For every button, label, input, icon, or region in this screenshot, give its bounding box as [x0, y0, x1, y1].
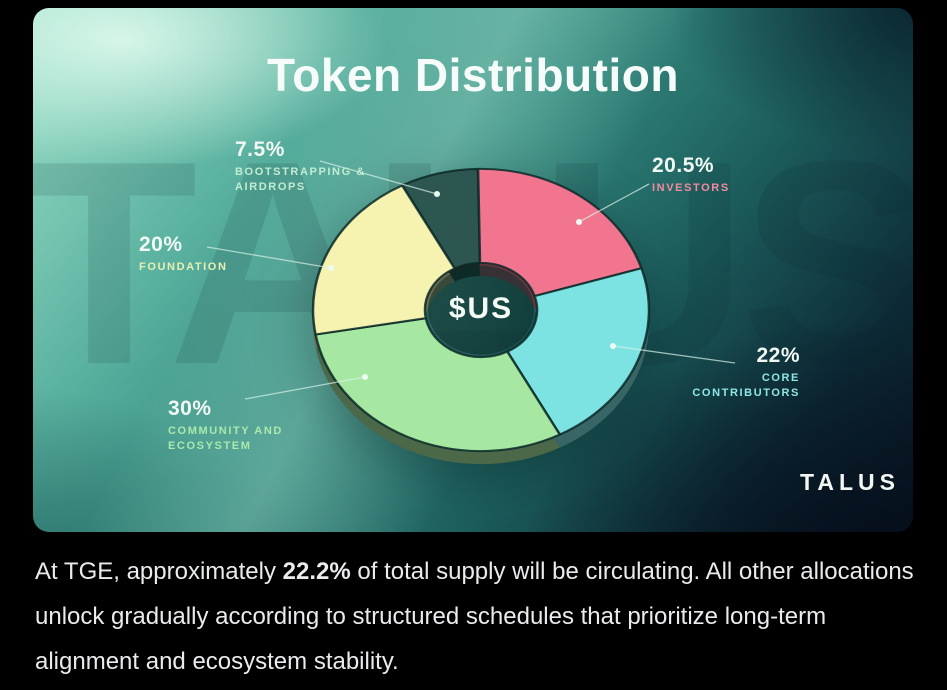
- slice-label-foundation: 20% FOUNDATION: [139, 233, 228, 275]
- caption-text-pre: At TGE, approximately: [35, 558, 283, 585]
- slice-value: 22%: [756, 344, 800, 367]
- caption-bold-percent: 22.2%: [282, 558, 351, 585]
- token-ticker: $US: [448, 292, 514, 325]
- caption-text-post: of total supply will be circulating. All…: [35, 558, 914, 675]
- caption: At TGE, approximately 22.2% of total sup…: [35, 549, 919, 684]
- slice-value: 7.5%: [235, 138, 285, 161]
- post-image[interactable]: TALUS Token Distribution $US 7.5% BOOT: [33, 8, 913, 532]
- slice-label-community: 30% COMMUNITY AND ECOSYSTEM: [168, 397, 303, 454]
- slice-value: 30%: [168, 397, 212, 420]
- slice-name: COMMUNITY AND ECOSYSTEM: [168, 425, 283, 452]
- slice-label-investors: 20.5% INVESTORS: [652, 154, 730, 196]
- slice-name: BOOTSTRAPPING & AIRDROPS: [235, 166, 366, 193]
- talus-logo: TALUS: [800, 469, 900, 495]
- slice-value: 20.5%: [652, 154, 715, 177]
- slice-label-core-contributors: 22% CORE CONTRIBUTORS: [675, 344, 800, 401]
- slice-name: CORE CONTRIBUTORS: [692, 372, 800, 399]
- token-distribution-graphic: TALUS Token Distribution $US 7.5% BOOT: [33, 8, 913, 532]
- slice-name: FOUNDATION: [139, 261, 228, 273]
- slice-value: 20%: [139, 233, 183, 256]
- slice-name: INVESTORS: [652, 182, 730, 194]
- slice-label-bootstrapping: 7.5% BOOTSTRAPPING & AIRDROPS: [235, 138, 385, 195]
- chart-title: Token Distribution: [267, 49, 679, 101]
